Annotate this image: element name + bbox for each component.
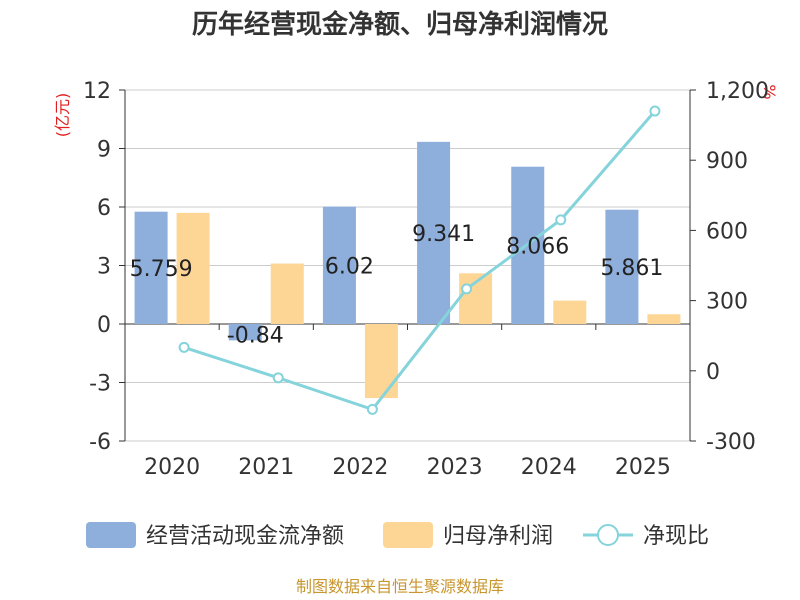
legend-swatch-cashflow bbox=[86, 522, 136, 548]
cashflow-bar bbox=[322, 206, 356, 324]
axes: -6 -3 0 3 6 9 12 -300 0 300 600 900 1,200 2020 2021 202… bbox=[83, 79, 769, 480]
right-tick-label: -300 bbox=[706, 430, 756, 455]
ratio-point bbox=[555, 214, 567, 226]
net-profit-bar bbox=[647, 314, 681, 324]
right-tick-label: 1,200 bbox=[706, 79, 769, 104]
left-tick-label: 12 bbox=[83, 79, 111, 104]
net-profit-bar bbox=[364, 324, 398, 399]
cashflow-data-label: 5.861 bbox=[600, 256, 663, 281]
ratio-line-path bbox=[183, 110, 657, 412]
cashflow-bar bbox=[228, 324, 262, 341]
cashflow-data-label: 9.341 bbox=[412, 222, 475, 247]
left-axis-unit: (亿元) bbox=[53, 93, 72, 138]
cashflow-data-label: 8.066 bbox=[506, 234, 569, 259]
net-profit-bar bbox=[553, 300, 587, 324]
x-tick-label: 2025 bbox=[615, 455, 671, 480]
net-profit-bar bbox=[270, 263, 304, 324]
cashflow-bar bbox=[605, 209, 639, 324]
bars bbox=[134, 141, 681, 399]
data-labels: 5.759 -0.84 6.02 9.341 8.066 5.861 bbox=[130, 222, 664, 348]
ratio-point bbox=[461, 283, 473, 295]
chart-title: 历年经营现金净额、归母净利润情况 bbox=[192, 9, 608, 40]
right-axis-unit: % bbox=[760, 84, 779, 99]
x-tick-label: 2024 bbox=[521, 455, 577, 480]
legend-swatch-net-profit bbox=[383, 522, 433, 548]
cashflow-data-label: -0.84 bbox=[227, 323, 284, 348]
ratio-point bbox=[272, 372, 284, 384]
source-note: 制图数据来自恒生聚源数据库 bbox=[296, 577, 504, 596]
ratio-line bbox=[178, 105, 661, 415]
x-tick-label: 2023 bbox=[427, 455, 483, 480]
left-tick-label: 6 bbox=[97, 196, 111, 221]
left-tick-label: 3 bbox=[97, 255, 111, 280]
x-tick-label: 2022 bbox=[332, 455, 388, 480]
legend-label-ratio: 净现比 bbox=[643, 524, 709, 549]
right-tick-label: 300 bbox=[706, 290, 748, 315]
right-tick-label: 0 bbox=[706, 360, 720, 385]
left-tick-label: 9 bbox=[97, 138, 111, 163]
cashflow-data-label: 5.759 bbox=[130, 257, 193, 282]
x-tick-label: 2021 bbox=[238, 455, 294, 480]
legend-label-cashflow: 经营活动现金流净额 bbox=[146, 524, 344, 549]
left-tick-label: 0 bbox=[97, 313, 111, 338]
cashflow-bar bbox=[134, 211, 168, 324]
ratio-point bbox=[366, 403, 378, 415]
right-tick-label: 600 bbox=[706, 219, 748, 244]
legend: 经营活动现金流净额 归母净利润 净现比 bbox=[86, 522, 709, 549]
left-tick-label: -6 bbox=[89, 430, 111, 455]
legend-label-net-profit: 归母净利润 bbox=[443, 524, 553, 549]
legend-marker-ratio bbox=[597, 524, 619, 546]
x-tick-label: 2020 bbox=[144, 455, 200, 480]
right-tick-label: 900 bbox=[706, 149, 748, 174]
left-tick-label: -3 bbox=[89, 372, 111, 397]
cashflow-data-label: 6.02 bbox=[325, 254, 374, 279]
net-profit-bar bbox=[176, 212, 210, 324]
ratio-point bbox=[649, 105, 661, 117]
ratio-point bbox=[178, 341, 190, 353]
cashflow-bar bbox=[417, 141, 451, 324]
